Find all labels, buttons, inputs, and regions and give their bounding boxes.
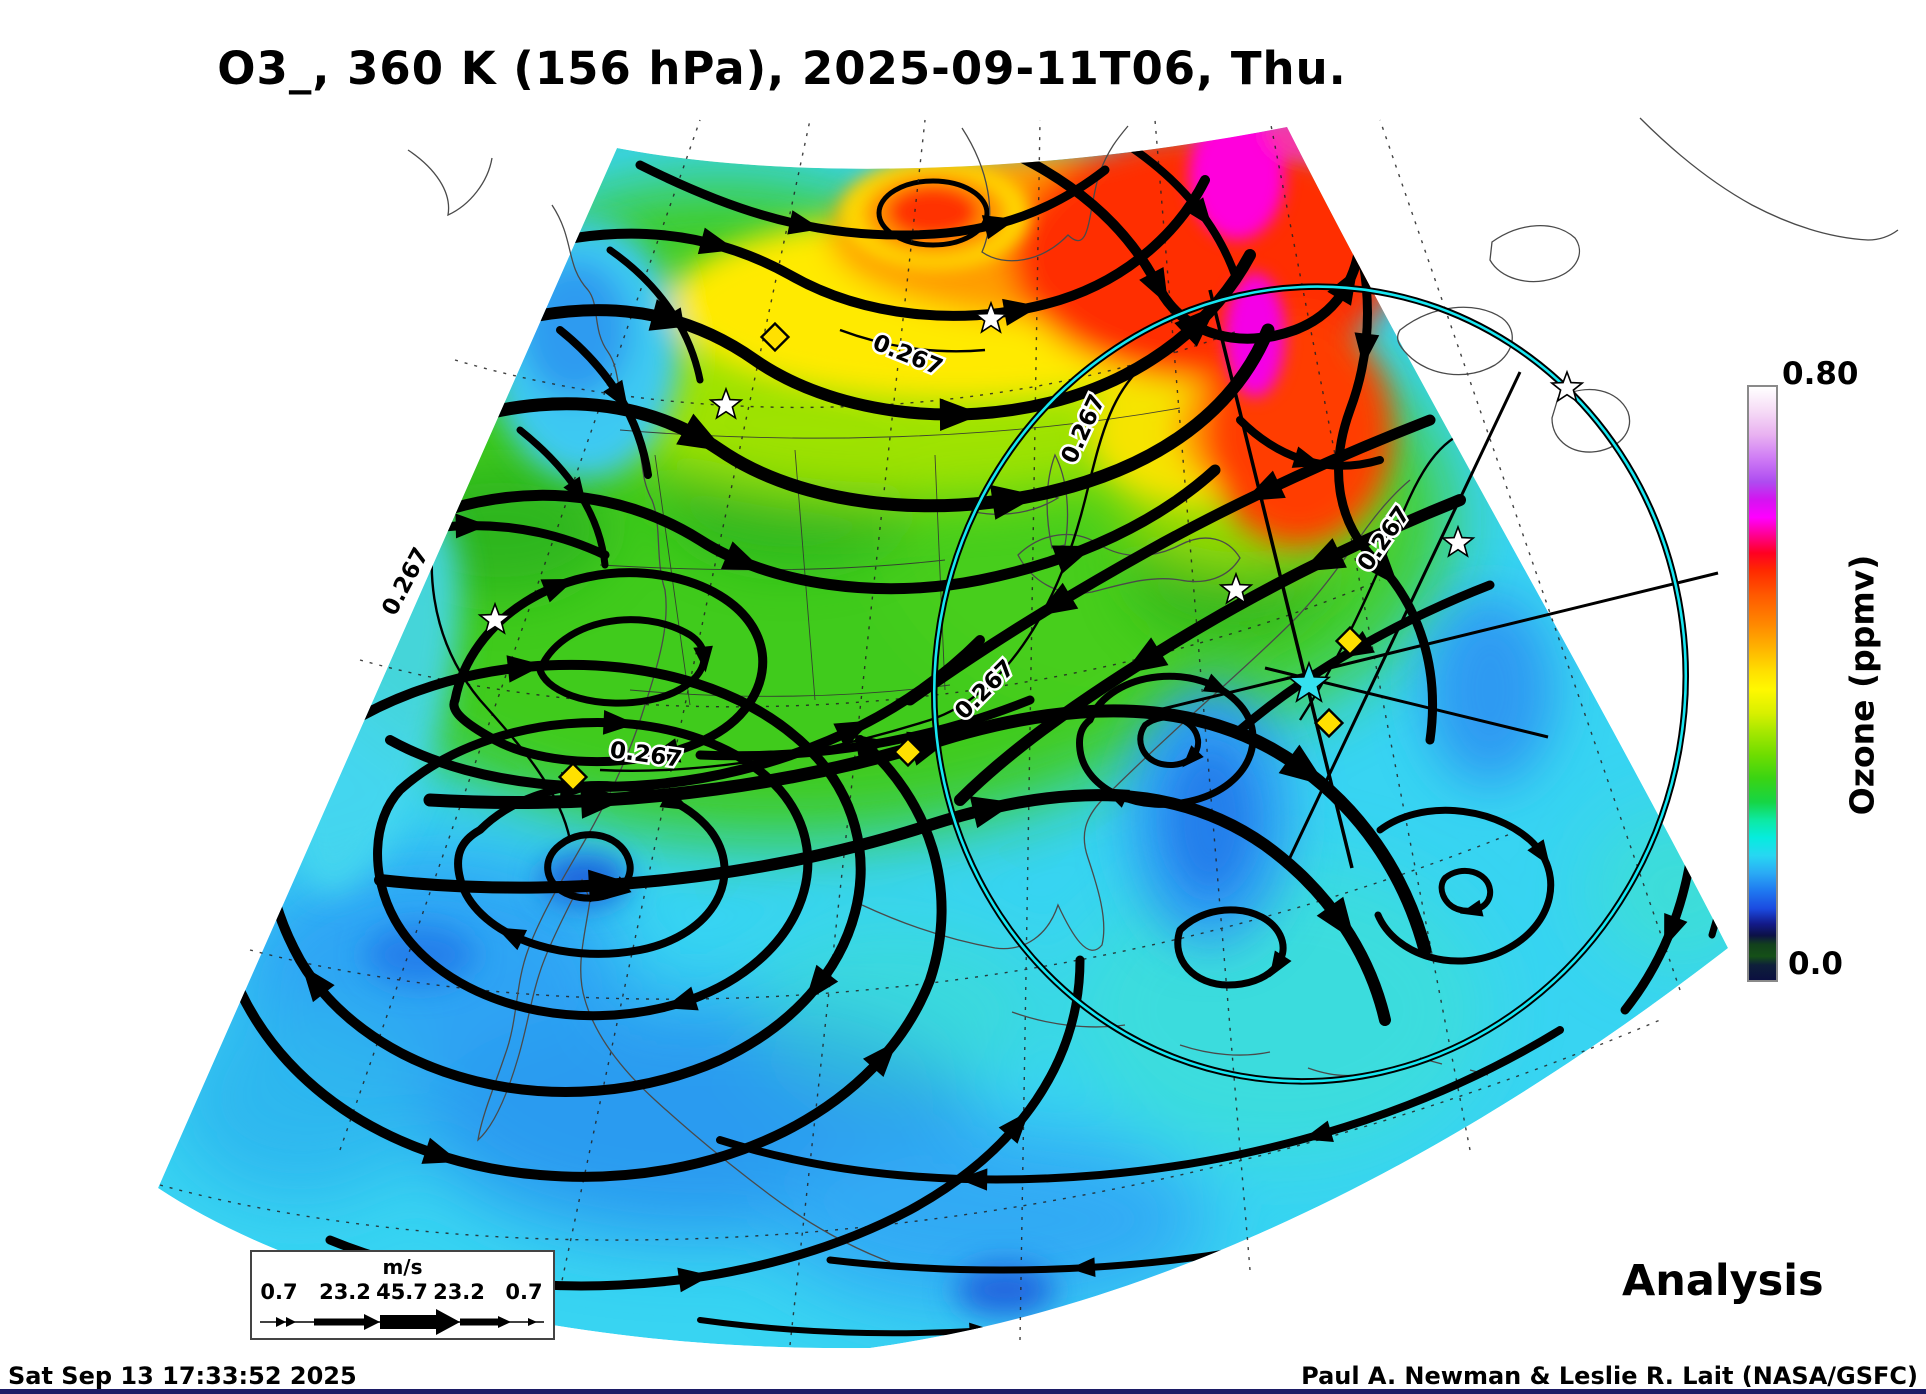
diamond-marker <box>1313 707 1345 739</box>
analysis-label: Analysis <box>1622 1256 1824 1306</box>
wind-legend-value: 23.2 <box>433 1280 485 1304</box>
star-marker <box>477 601 513 635</box>
diamond-marker <box>1334 625 1366 657</box>
wind-speed-legend: m/s 0.7 23.2 45.7 23.2 0.7 <box>250 1250 555 1340</box>
wind-legend-value: 0.7 <box>260 1280 298 1304</box>
bottom-strip <box>0 1389 1926 1394</box>
star-marker <box>1549 369 1585 403</box>
star-marker <box>1218 571 1254 605</box>
credit-text: Paul A. Newman & Leslie R. Lait (NASA/GS… <box>1301 1362 1918 1390</box>
star-marker <box>973 300 1009 334</box>
colorbar-axis-label: Ozone (ppmv) <box>1842 554 1882 816</box>
colorbar-min-label: 0.0 <box>1788 946 1843 982</box>
star-marker <box>1440 524 1476 558</box>
station-markers <box>477 300 1585 793</box>
wind-legend-arrows <box>260 1309 544 1335</box>
colorbar-max-label: 0.80 <box>1782 356 1859 392</box>
page-title: O3_, 360 K (156 hPa), 2025-09-11T06, Thu… <box>217 42 1347 95</box>
colorbar <box>1747 385 1778 982</box>
wind-legend-value: 23.2 <box>319 1280 371 1304</box>
diamond-marker <box>557 761 589 793</box>
wind-legend-value: 45.7 <box>376 1280 428 1304</box>
wind-legend-unit: m/s <box>382 1255 423 1279</box>
creation-timestamp: Sat Sep 13 17:33:52 2025 <box>8 1362 357 1390</box>
star-marker <box>708 386 744 420</box>
diamond-marker <box>759 321 791 353</box>
range-ring <box>931 283 1689 1085</box>
diamond-marker <box>892 736 924 768</box>
closed-contour <box>876 178 990 248</box>
wind-legend-value: 0.7 <box>505 1280 543 1304</box>
track-lines <box>1149 289 1719 869</box>
cyan-star-marker <box>1286 660 1332 703</box>
